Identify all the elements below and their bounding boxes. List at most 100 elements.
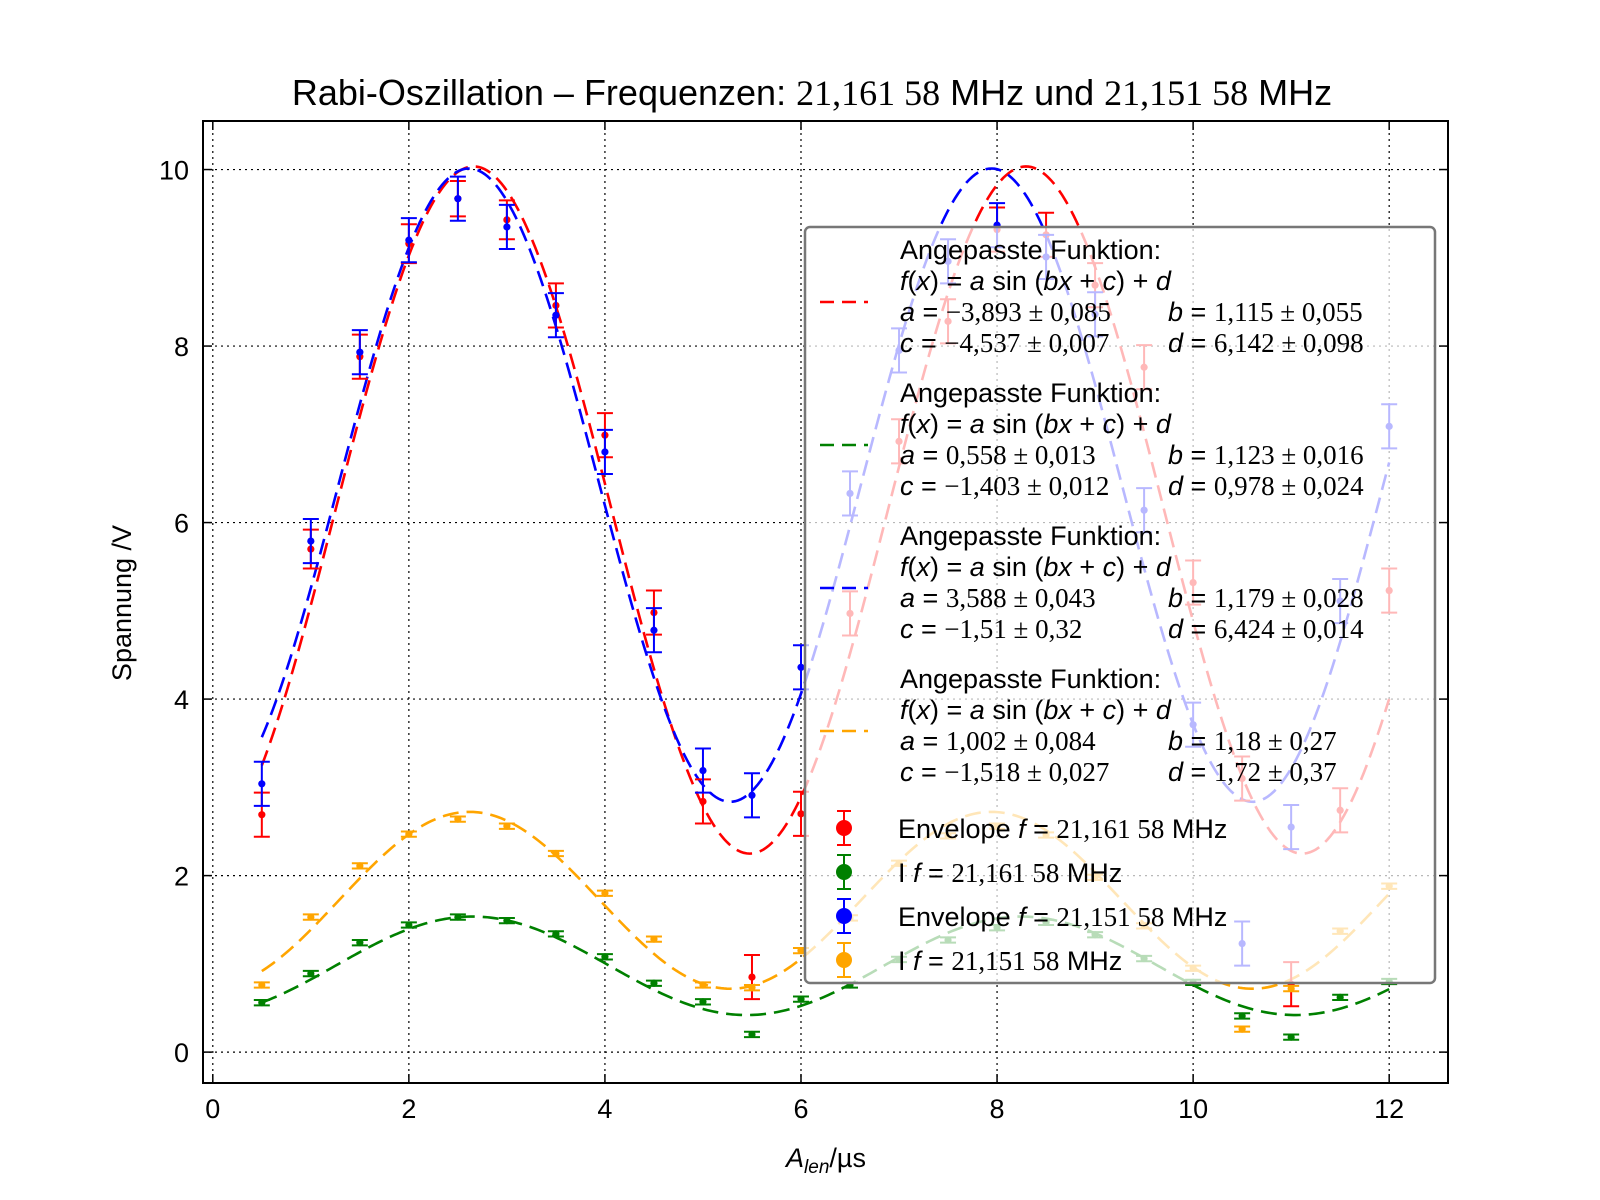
- legend-fit-formula: f(x) = a sin (bx + c) + d: [900, 409, 1172, 439]
- data-point: [748, 984, 756, 992]
- y-tick-label: 10: [159, 156, 189, 186]
- y-tick-label: 8: [174, 332, 189, 362]
- chart-title: Rabi-Oszillation – Frequenzen: 21,161 58…: [292, 72, 1332, 113]
- data-point: [356, 862, 364, 870]
- title-unit-2: MHz: [1248, 72, 1332, 113]
- data-point: [748, 973, 756, 981]
- param-a-value: 1,002 ± 0,084: [946, 726, 1096, 756]
- data-point: [797, 663, 805, 671]
- param-a-value: −3,893 ± 0,085: [946, 297, 1111, 327]
- data-point: [699, 797, 707, 806]
- data-point: [258, 981, 266, 989]
- data-point: [601, 953, 609, 961]
- data-point: [307, 537, 315, 545]
- legend-fit-param-d: d = 0,978 ± 0,024: [1168, 471, 1364, 501]
- param-a-value: 0,558 ± 0,013: [946, 440, 1096, 470]
- param-d-value: 6,142 ± 0,098: [1214, 328, 1364, 358]
- data-point: [552, 311, 560, 319]
- data-point: [405, 236, 413, 244]
- legend-fit-params-ab: a = 1,002 ± 0,084: [900, 726, 1096, 756]
- data-point: [699, 998, 707, 1006]
- param-d-value: 0,978 ± 0,024: [1214, 471, 1364, 501]
- legend-marker: [836, 864, 852, 880]
- data-point: [454, 913, 462, 921]
- legend-series-label: Envelope f = 21,151 58 MHz: [898, 902, 1227, 932]
- param-a-value: 3,588 ± 0,043: [946, 583, 1096, 613]
- legend-point-entry: Envelope f = 21,151 58 MHz: [836, 898, 1227, 934]
- legend-fit-entry: Angepasste Funktion:f(x) = a sin (bx + c…: [820, 378, 1364, 501]
- legend-fit-formula: f(x) = a sin (bx + c) + d: [900, 695, 1172, 725]
- data-point: [1287, 1033, 1295, 1041]
- legend-marker: [836, 952, 852, 968]
- data-point: [601, 889, 609, 897]
- data-point: [405, 921, 413, 929]
- legend-fit-heading: Angepasste Funktion:: [900, 664, 1161, 694]
- legend-point-entry: Envelope f = 21,161 58 MHz: [836, 810, 1227, 846]
- data-point: [454, 815, 462, 823]
- y-tick-label: 2: [174, 862, 189, 892]
- data-point: [405, 830, 413, 838]
- title-connector: und: [1024, 72, 1104, 113]
- data-point: [552, 849, 560, 858]
- legend: Angepasste Funktion:f(x) = a sin (bx + c…: [803, 225, 1437, 985]
- legend-marker: [836, 820, 852, 836]
- x-axis-label-symbol: A: [784, 1143, 804, 1173]
- legend-fit-heading: Angepasste Funktion:: [900, 521, 1161, 551]
- legend-series-label: I f = 21,151 58 MHz: [898, 946, 1122, 976]
- y-tick-label: 4: [174, 685, 189, 715]
- data-point: [356, 939, 364, 947]
- param-d-value: 1,72 ± 0,37: [1214, 757, 1337, 787]
- legend-fit-params-c: c = −1,518 ± 0,027: [900, 757, 1109, 787]
- data-point: [258, 999, 266, 1007]
- x-tick-label: 12: [1374, 1094, 1404, 1124]
- data-point: [552, 930, 560, 938]
- data-point: [503, 917, 511, 925]
- title-prefix: Rabi-Oszillation – Frequenzen:: [292, 72, 796, 113]
- y-axis-label: Spannung /V: [107, 525, 137, 681]
- data-point: [307, 913, 315, 921]
- data-point: [650, 935, 658, 943]
- x-tick-label: 0: [205, 1094, 220, 1124]
- param-b-value: 1,18 ± 0,27: [1214, 726, 1337, 756]
- x-tick-label: 10: [1178, 1094, 1208, 1124]
- legend-fit-params-c: c = −1,51 ± 0,32: [900, 614, 1082, 644]
- legend-fit-entry: Angepasste Funktion:f(x) = a sin (bx + c…: [820, 664, 1337, 787]
- legend-fit-params-c: c = −1,403 ± 0,012: [900, 471, 1109, 501]
- param-c-value: −1,51 ± 0,32: [944, 614, 1082, 644]
- legend-series-label: Envelope f = 21,161 58 MHz: [898, 814, 1227, 844]
- data-point: [1238, 1012, 1246, 1020]
- legend-fit-params-ab: a = 3,588 ± 0,043: [900, 583, 1096, 613]
- legend-fit-entries: Angepasste Funktion:f(x) = a sin (bx + c…: [820, 235, 1364, 787]
- legend-fit-param-b: b = 1,18 ± 0,27: [1168, 726, 1337, 756]
- x-tick-label: 4: [597, 1094, 612, 1124]
- param-b-value: 1,179 ± 0,028: [1214, 583, 1364, 613]
- data-point: [797, 810, 805, 818]
- x-tick-label: 8: [990, 1094, 1005, 1124]
- data-point: [307, 969, 315, 978]
- plot-frame: [202, 120, 1449, 1084]
- legend-point-entry: I f = 21,161 58 MHz: [836, 854, 1122, 890]
- legend-fit-params-c: c = −4,537 ± 0,007: [900, 328, 1109, 358]
- legend-box: [803, 225, 1437, 985]
- data-point: [258, 780, 266, 788]
- param-c-value: −1,403 ± 0,012: [944, 471, 1109, 501]
- param-c-value: −1,518 ± 0,027: [944, 757, 1109, 787]
- data-point: [258, 811, 266, 819]
- data-point: [356, 348, 364, 356]
- x-tick-label: 2: [401, 1094, 416, 1124]
- data-point: [650, 979, 658, 987]
- param-c-value: −4,537 ± 0,007: [944, 328, 1109, 358]
- y-tick-label: 6: [174, 509, 189, 539]
- param-d-value: 6,424 ± 0,014: [1214, 614, 1364, 644]
- param-b-value: 1,115 ± 0,055: [1214, 297, 1363, 327]
- param-b-value: 1,123 ± 0,016: [1214, 440, 1364, 470]
- data-point: [699, 981, 707, 989]
- legend-fit-param-b: b = 1,123 ± 0,016: [1168, 440, 1364, 470]
- x-tick-label: 6: [793, 1094, 808, 1124]
- data-point: [1287, 984, 1295, 993]
- data-point: [1238, 1025, 1246, 1033]
- x-axis-label-subscript: len: [804, 1157, 829, 1178]
- legend-point-entry: I f = 21,151 58 MHz: [836, 942, 1122, 978]
- data-point: [601, 448, 609, 456]
